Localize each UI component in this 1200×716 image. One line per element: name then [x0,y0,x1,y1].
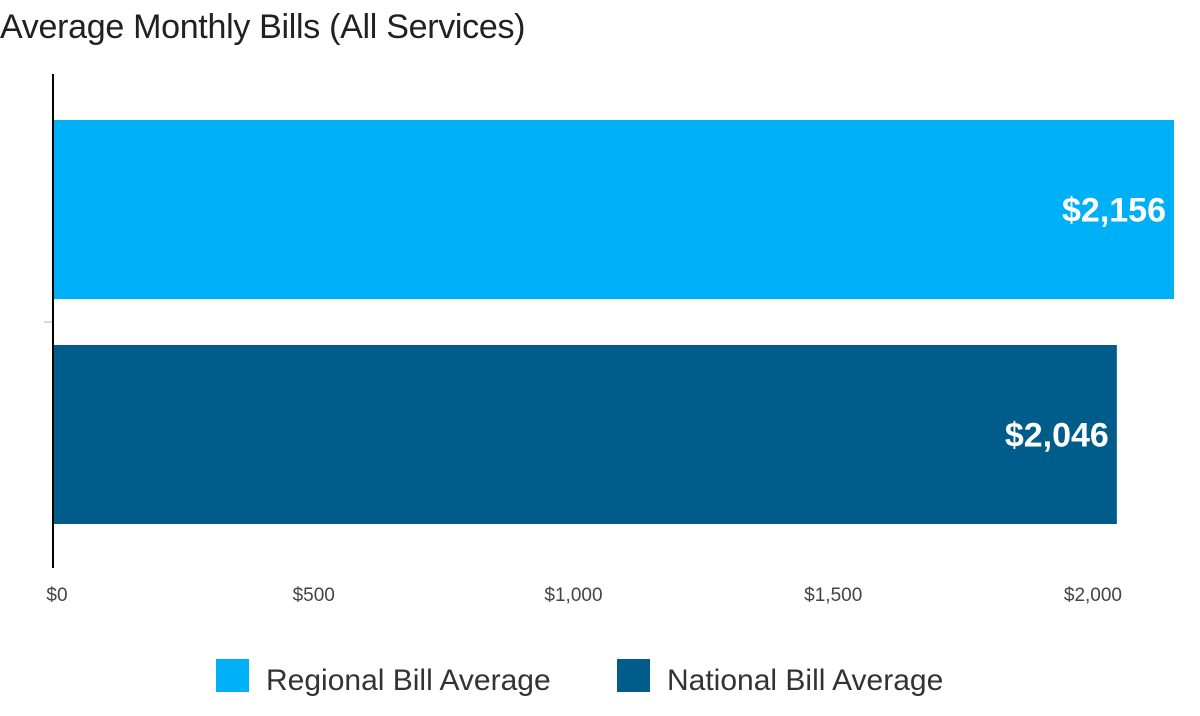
x-tick-label: $2,000 [1064,585,1122,606]
legend-swatch [216,659,249,692]
legend-label: National Bill Average [667,664,943,697]
chart-title: Average Monthly Bills (All Services) [0,8,526,46]
x-tick-label: $1,500 [804,585,862,606]
legend-swatch [617,659,650,692]
bar-regional-bill-average [54,120,1174,299]
bar-data-label: $2,156 [1062,192,1166,230]
bar-national-bill-average [54,345,1117,524]
legend-label: Regional Bill Average [266,664,551,697]
x-tick-label: $500 [293,585,335,606]
x-tick-label: $1,000 [544,585,602,606]
x-tick-label: $0 [46,585,67,606]
bar-data-label: $2,046 [1005,417,1109,455]
